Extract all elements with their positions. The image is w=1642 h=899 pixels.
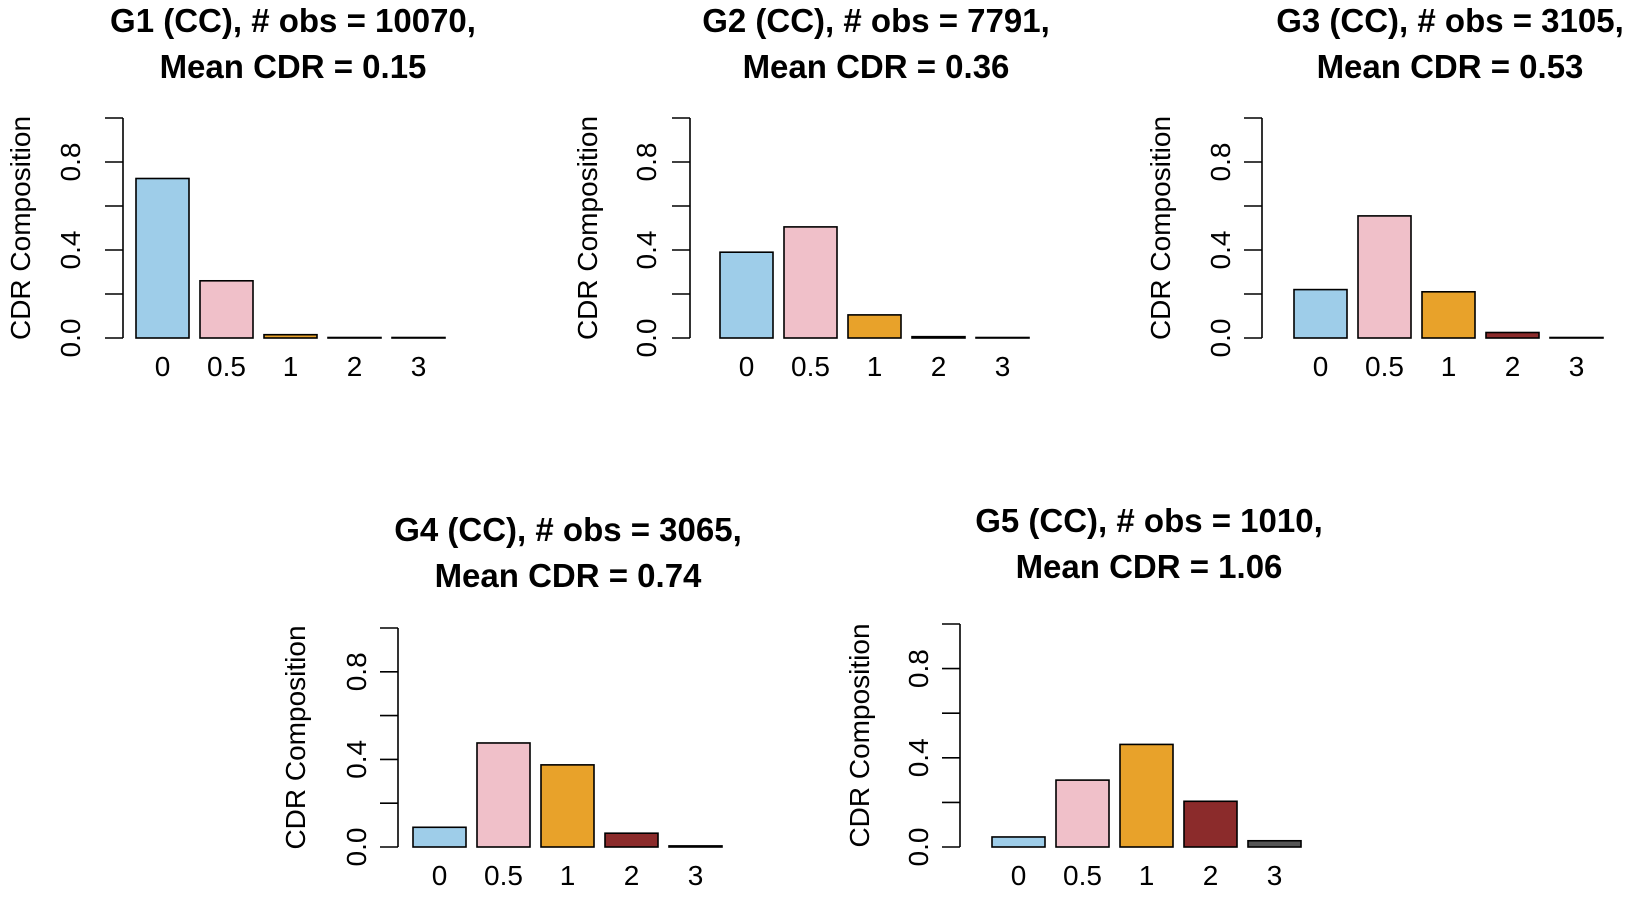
y-tick-label: 0.0 (55, 319, 86, 358)
chart-title-line-1: G2 (CC), # obs = 7791, (702, 2, 1050, 39)
y-axis-label: CDR Composition (5, 116, 36, 340)
y-tick-label: 0.4 (903, 738, 934, 777)
y-tick-label: 0.8 (341, 652, 372, 691)
bar-0 (991, 836, 1046, 848)
y-tick-label: 0.0 (1205, 319, 1236, 358)
chart-title-line-2: Mean CDR = 0.53 (1317, 48, 1584, 85)
x-tick-label: 0.5 (1063, 860, 1102, 891)
y-tick-label: 0.8 (631, 143, 662, 182)
bar-0.5 (476, 742, 531, 848)
bar-3 (668, 845, 723, 848)
bar-3 (391, 336, 446, 339)
bar-0.5 (783, 226, 838, 339)
y-tick-label: 0.4 (631, 231, 662, 270)
bar-3 (975, 336, 1030, 339)
x-tick-label: 1 (867, 351, 883, 382)
x-tick-label: 1 (560, 860, 576, 891)
bar-1 (847, 314, 902, 339)
bar-3 (1549, 336, 1604, 339)
x-tick-label: 0 (1313, 351, 1329, 382)
chart-title-line-2: Mean CDR = 0.36 (743, 48, 1010, 85)
chart-title-line-1: G5 (CC), # obs = 1010, (975, 502, 1323, 539)
y-axis-label: CDR Composition (280, 625, 311, 849)
bar-2 (911, 335, 966, 339)
bar-0.5 (1055, 779, 1110, 848)
bar-1 (263, 333, 318, 339)
chart-title-line-2: Mean CDR = 0.74 (435, 557, 702, 594)
y-tick-label: 0.8 (55, 143, 86, 182)
x-tick-label: 3 (995, 351, 1011, 382)
bar-3 (1247, 839, 1302, 848)
chart-title-line-2: Mean CDR = 0.15 (160, 48, 427, 85)
y-tick-label: 0.0 (631, 319, 662, 358)
y-tick-label: 0.4 (341, 740, 372, 779)
x-tick-label: 3 (688, 860, 704, 891)
chart-title-line-2: Mean CDR = 1.06 (1016, 548, 1283, 585)
bar-0 (719, 251, 774, 339)
chart-title-line-1: G4 (CC), # obs = 3065, (394, 511, 742, 548)
bar-2 (604, 832, 659, 848)
bar-1 (1119, 743, 1174, 848)
bar-2 (327, 336, 382, 339)
x-tick-label: 1 (1139, 860, 1155, 891)
bar-1 (1421, 290, 1476, 339)
x-tick-label: 2 (931, 351, 947, 382)
x-tick-label: 0.5 (1365, 351, 1404, 382)
y-tick-label: 0.4 (1205, 231, 1236, 270)
bar-2 (1485, 331, 1540, 339)
x-tick-label: 2 (624, 860, 640, 891)
y-tick-label: 0.8 (903, 649, 934, 688)
bar-0.5 (1357, 215, 1412, 339)
bar-2 (1183, 800, 1238, 848)
x-tick-label: 3 (411, 351, 427, 382)
x-tick-label: 1 (283, 351, 299, 382)
x-tick-label: 2 (1203, 860, 1219, 891)
x-tick-label: 2 (1505, 351, 1521, 382)
x-tick-label: 2 (347, 351, 363, 382)
bar-0 (1293, 288, 1348, 339)
x-tick-label: 0.5 (791, 351, 830, 382)
bar-1 (540, 764, 595, 848)
x-tick-label: 0 (155, 351, 171, 382)
y-axis-label: CDR Composition (572, 116, 603, 340)
bar-0 (412, 826, 467, 848)
y-tick-label: 0.0 (903, 828, 934, 867)
x-tick-label: 3 (1267, 860, 1283, 891)
x-tick-label: 0.5 (484, 860, 523, 891)
chart-title-line-1: G3 (CC), # obs = 3105, (1276, 2, 1624, 39)
chart-title-line-1: G1 (CC), # obs = 10070, (110, 2, 476, 39)
y-tick-label: 0.0 (341, 828, 372, 867)
x-tick-label: 0 (739, 351, 755, 382)
x-tick-label: 0.5 (207, 351, 246, 382)
y-tick-label: 0.4 (55, 231, 86, 270)
bar-0 (135, 177, 190, 339)
y-axis-label: CDR Composition (1145, 116, 1176, 340)
y-axis-label: CDR Composition (844, 623, 875, 847)
bar-0.5 (199, 279, 254, 339)
x-tick-label: 0 (432, 860, 448, 891)
x-tick-label: 0 (1011, 860, 1027, 891)
y-tick-label: 0.8 (1205, 143, 1236, 182)
x-tick-label: 1 (1441, 351, 1457, 382)
x-tick-label: 3 (1569, 351, 1585, 382)
